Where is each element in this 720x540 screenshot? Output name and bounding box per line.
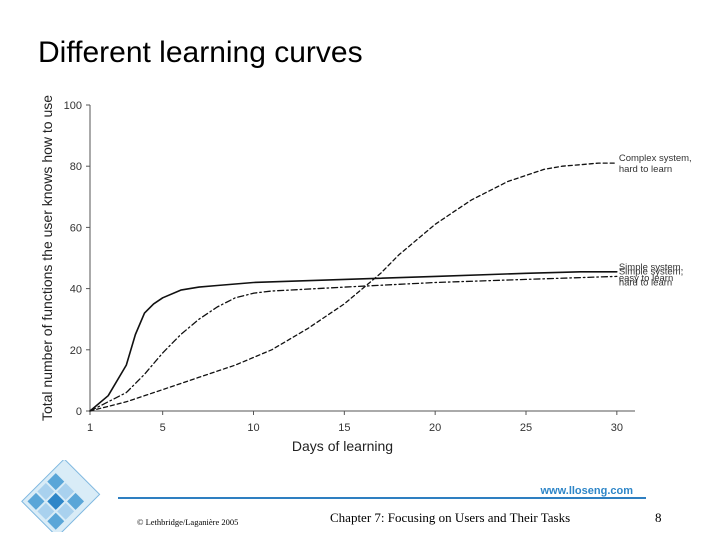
series-line-2 <box>89 271 618 412</box>
y-tick-label: 20 <box>70 345 82 357</box>
series-line-1 <box>89 162 618 412</box>
x-tick-label: 1 <box>87 422 93 434</box>
series-label-3: hard to learn <box>619 277 672 288</box>
x-axis-title: Days of learning <box>292 438 393 454</box>
footer-chapter: Chapter 7: Focusing on Users and Their T… <box>330 510 571 525</box>
y-axis-title: Total number of functions the user knows… <box>39 95 55 421</box>
series-label-1: Complex system, <box>619 153 692 164</box>
chart-series <box>89 162 618 412</box>
footer-url: www.lloseng.com <box>536 485 637 497</box>
x-tick-label: 5 <box>160 422 166 434</box>
slide-title: Different learning curves <box>38 36 363 69</box>
y-tick-label: 100 <box>64 100 82 112</box>
x-tick-label: 15 <box>338 422 350 434</box>
y-tick-label: 40 <box>70 284 82 296</box>
y-tick-label: 80 <box>70 161 82 173</box>
footer-copyright: © Lethbridge/Laganière 2005 <box>137 517 239 527</box>
y-tick-label: 0 <box>76 406 82 418</box>
x-tick-label: 20 <box>429 422 441 434</box>
series-label-3: Simple system, <box>619 266 683 277</box>
lloseng-logo-icon <box>20 458 115 538</box>
x-tick-label: 30 <box>611 422 623 434</box>
x-tick-label: 25 <box>520 422 532 434</box>
series-line-3 <box>89 275 618 412</box>
x-tick-label: 10 <box>247 422 259 434</box>
series-label-2: easy to learn <box>619 273 673 284</box>
y-tick-label: 60 <box>70 222 82 234</box>
footer-divider <box>118 497 646 499</box>
series-label-1: hard to learn <box>619 164 672 175</box>
page-number: 8 <box>655 510 662 525</box>
series-label-2: Simple system, <box>619 262 683 273</box>
